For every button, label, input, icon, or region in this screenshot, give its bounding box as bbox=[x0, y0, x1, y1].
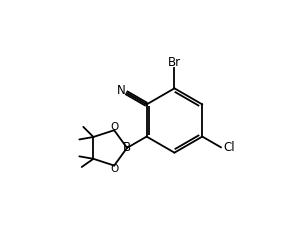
Text: O: O bbox=[110, 164, 118, 174]
Text: O: O bbox=[110, 122, 118, 132]
Text: Cl: Cl bbox=[224, 141, 235, 154]
Text: B: B bbox=[123, 141, 131, 154]
Text: N: N bbox=[117, 84, 126, 97]
Text: Br: Br bbox=[168, 56, 181, 69]
